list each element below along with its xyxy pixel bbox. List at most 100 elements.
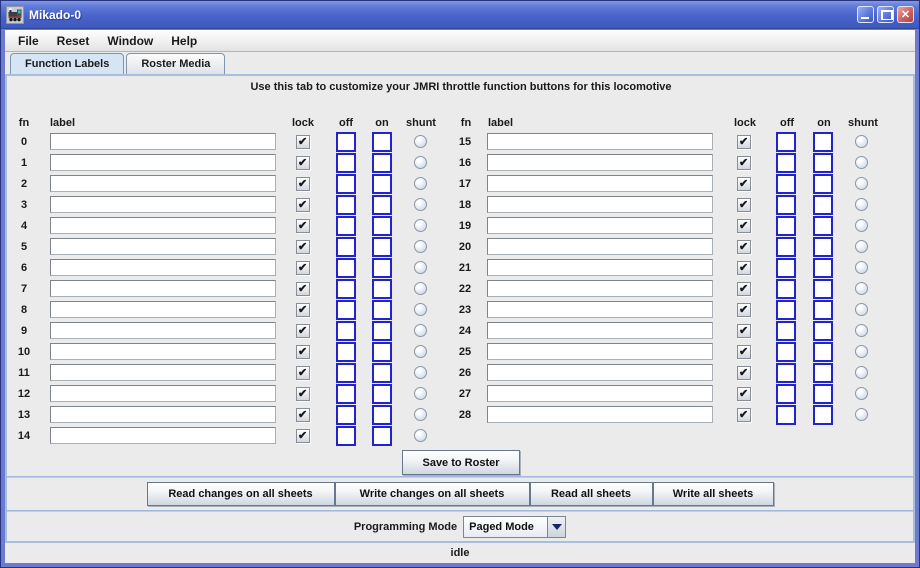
lock-checkbox[interactable] — [296, 218, 310, 233]
lock-checkbox[interactable] — [296, 260, 310, 275]
function-label-input[interactable] — [50, 238, 276, 255]
shunt-radio[interactable] — [855, 366, 868, 379]
function-label-input[interactable] — [487, 259, 713, 276]
shunt-radio[interactable] — [855, 345, 868, 358]
function-on-field[interactable] — [813, 257, 833, 278]
function-off-field[interactable] — [776, 320, 796, 341]
function-on-field[interactable] — [372, 320, 392, 341]
function-label-input[interactable] — [487, 343, 713, 360]
function-on-field[interactable] — [372, 257, 392, 278]
function-off-field[interactable] — [336, 215, 356, 236]
function-off-field[interactable] — [336, 131, 356, 152]
function-label-input[interactable] — [487, 217, 713, 234]
function-on-field[interactable] — [813, 362, 833, 383]
function-on-field[interactable] — [813, 131, 833, 152]
shunt-radio[interactable] — [414, 261, 427, 274]
function-on-field[interactable] — [372, 215, 392, 236]
function-on-field[interactable] — [372, 404, 392, 425]
function-label-input[interactable] — [50, 154, 276, 171]
function-off-field[interactable] — [336, 194, 356, 215]
function-label-input[interactable] — [50, 322, 276, 339]
function-label-input[interactable] — [487, 364, 713, 381]
dropdown-arrow-icon[interactable] — [547, 516, 566, 537]
shunt-radio[interactable] — [414, 387, 427, 400]
function-off-field[interactable] — [776, 215, 796, 236]
function-on-field[interactable] — [372, 299, 392, 320]
function-off-field[interactable] — [776, 236, 796, 257]
lock-checkbox[interactable] — [296, 386, 310, 401]
function-on-field[interactable] — [813, 278, 833, 299]
function-off-field[interactable] — [776, 404, 796, 425]
function-off-field[interactable] — [776, 299, 796, 320]
shunt-radio[interactable] — [855, 156, 868, 169]
shunt-radio[interactable] — [414, 429, 427, 442]
lock-checkbox[interactable] — [737, 281, 751, 296]
shunt-radio[interactable] — [414, 240, 427, 253]
function-on-field[interactable] — [813, 236, 833, 257]
function-off-field[interactable] — [336, 173, 356, 194]
save-to-roster-button[interactable]: Save to Roster — [402, 450, 520, 475]
function-on-field[interactable] — [372, 362, 392, 383]
shunt-radio[interactable] — [855, 240, 868, 253]
function-label-input[interactable] — [487, 385, 713, 402]
function-on-field[interactable] — [813, 215, 833, 236]
write-all-sheets-button[interactable]: Write all sheets — [652, 482, 774, 507]
shunt-radio[interactable] — [855, 261, 868, 274]
function-label-input[interactable] — [50, 364, 276, 381]
shunt-radio[interactable] — [855, 135, 868, 148]
menu-item-window[interactable]: Window — [107, 33, 154, 48]
function-off-field[interactable] — [336, 278, 356, 299]
lock-checkbox[interactable] — [296, 302, 310, 317]
function-off-field[interactable] — [336, 236, 356, 257]
lock-checkbox[interactable] — [296, 239, 310, 254]
lock-checkbox[interactable] — [737, 323, 751, 338]
function-off-field[interactable] — [336, 320, 356, 341]
lock-checkbox[interactable] — [296, 155, 310, 170]
shunt-radio[interactable] — [855, 408, 868, 421]
tab-roster-media[interactable]: Roster Media — [126, 53, 226, 74]
function-on-field[interactable] — [372, 278, 392, 299]
lock-checkbox[interactable] — [737, 176, 751, 191]
function-off-field[interactable] — [776, 152, 796, 173]
function-on-field[interactable] — [372, 173, 392, 194]
shunt-radio[interactable] — [414, 282, 427, 295]
function-on-field[interactable] — [813, 152, 833, 173]
lock-checkbox[interactable] — [737, 155, 751, 170]
lock-checkbox[interactable] — [296, 323, 310, 338]
function-label-input[interactable] — [50, 427, 276, 444]
function-off-field[interactable] — [776, 341, 796, 362]
shunt-radio[interactable] — [855, 198, 868, 211]
function-label-input[interactable] — [487, 406, 713, 423]
shunt-radio[interactable] — [855, 387, 868, 400]
lock-checkbox[interactable] — [737, 134, 751, 149]
read-changes-all-sheets-button[interactable]: Read changes on all sheets — [146, 482, 335, 507]
function-label-input[interactable] — [50, 217, 276, 234]
function-label-input[interactable] — [50, 343, 276, 360]
function-label-input[interactable] — [50, 301, 276, 318]
lock-checkbox[interactable] — [737, 197, 751, 212]
function-off-field[interactable] — [336, 152, 356, 173]
shunt-radio[interactable] — [414, 219, 427, 232]
lock-checkbox[interactable] — [737, 302, 751, 317]
function-off-field[interactable] — [336, 383, 356, 404]
function-off-field[interactable] — [776, 173, 796, 194]
lock-checkbox[interactable] — [737, 239, 751, 254]
function-off-field[interactable] — [776, 362, 796, 383]
shunt-radio[interactable] — [414, 303, 427, 316]
function-label-input[interactable] — [50, 406, 276, 423]
function-label-input[interactable] — [50, 280, 276, 297]
function-off-field[interactable] — [336, 425, 356, 446]
function-on-field[interactable] — [813, 383, 833, 404]
menu-item-help[interactable]: Help — [171, 33, 198, 48]
shunt-radio[interactable] — [414, 135, 427, 148]
shunt-radio[interactable] — [414, 177, 427, 190]
function-label-input[interactable] — [487, 154, 713, 171]
function-on-field[interactable] — [372, 383, 392, 404]
write-changes-all-sheets-button[interactable]: Write changes on all sheets — [334, 482, 530, 507]
minimize-button[interactable] — [857, 6, 874, 23]
lock-checkbox[interactable] — [737, 386, 751, 401]
shunt-radio[interactable] — [414, 324, 427, 337]
shunt-radio[interactable] — [855, 282, 868, 295]
shunt-radio[interactable] — [855, 324, 868, 337]
lock-checkbox[interactable] — [737, 344, 751, 359]
